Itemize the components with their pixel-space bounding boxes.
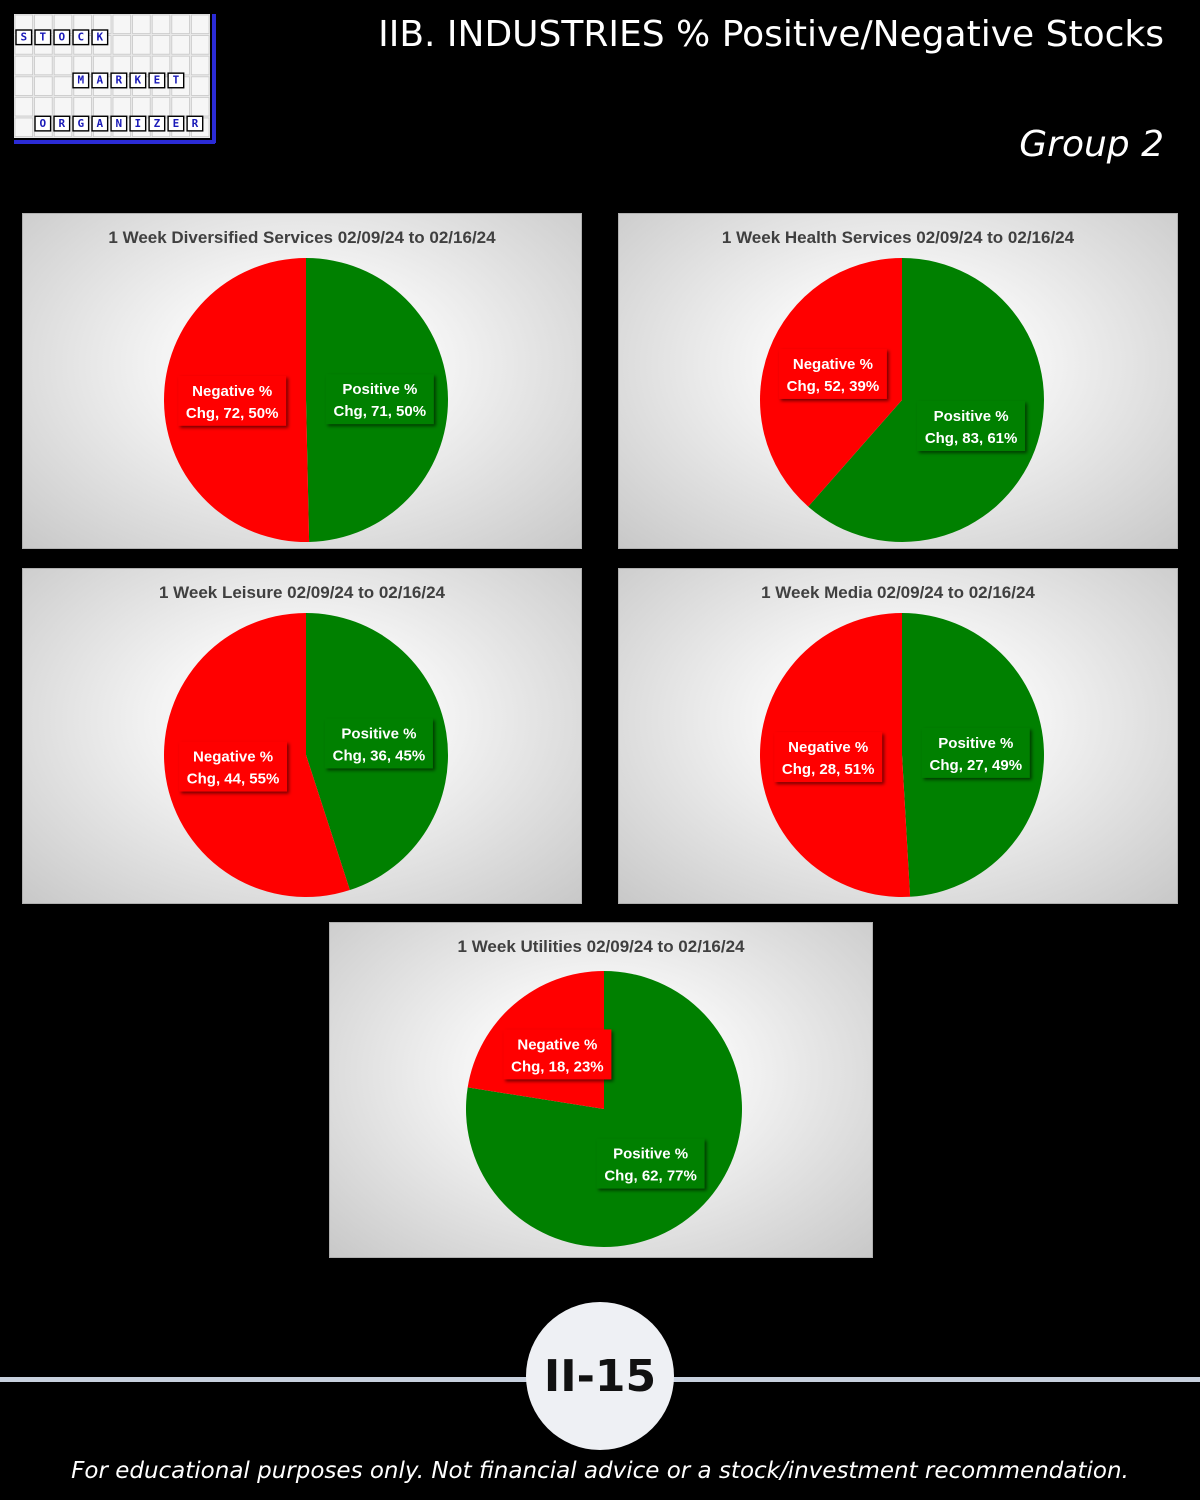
- data-label-box: [778, 348, 887, 399]
- data-label: Negative %: [517, 1036, 597, 1053]
- data-label: Chg, 36, 45%: [333, 747, 426, 764]
- data-label: Positive %: [341, 725, 416, 742]
- logo-letter: O: [39, 117, 46, 130]
- pie-chart-health-services: Positive % Chg, 83, 61% Negative % Chg, 52,…: [760, 258, 1044, 542]
- data-label: Chg, 28, 51%: [782, 761, 875, 778]
- logo-letter: R: [116, 74, 123, 87]
- data-label-box: [503, 1029, 612, 1080]
- logo-letter: I: [135, 117, 142, 130]
- logo-letter: M: [78, 74, 85, 87]
- data-label-box: [917, 401, 1026, 452]
- logo-letter: T: [39, 31, 46, 44]
- data-label: Chg, 83, 61%: [925, 430, 1018, 447]
- logo-letter: R: [192, 117, 199, 130]
- data-label: Chg, 18, 23%: [511, 1058, 604, 1075]
- data-label: Chg, 71, 50%: [334, 403, 427, 420]
- data-label-box: [325, 374, 434, 425]
- data-label-box: [921, 727, 1030, 778]
- data-label-box: [774, 732, 883, 783]
- chart-panel-leisure: 1 Week Leisure 02/09/24 to 02/16/24 Posi…: [22, 568, 582, 904]
- chart-title: 1 Week Utilities 02/09/24 to 02/16/24: [457, 937, 745, 956]
- data-label: Chg, 27, 49%: [930, 757, 1023, 774]
- logo-letter: S: [20, 31, 27, 44]
- page-number: II-15: [543, 1350, 657, 1402]
- chart-panel-diversified-services: 1 Week Diversified Services 02/09/24 to …: [22, 213, 582, 549]
- chart-panel-utilities: 1 Week Utilities 02/09/24 to 02/16/24 Po…: [329, 922, 873, 1258]
- logo-letter: O: [59, 31, 66, 44]
- chart-panel-health-services: 1 Week Health Services 02/09/24 to 02/16…: [618, 213, 1178, 549]
- stock-market-organizer-logo: S T O C KM A R K E TO R G A N I Z E R: [12, 12, 216, 144]
- logo-letter: Z: [154, 117, 161, 130]
- data-label: Chg, 52, 39%: [787, 378, 880, 395]
- page-title: IIB. INDUSTRIES % Positive/Negative Stoc…: [378, 14, 1164, 55]
- logo-letter: A: [97, 74, 104, 87]
- data-label-box: [324, 718, 433, 769]
- logo-letter: K: [97, 31, 104, 44]
- data-label-box: [596, 1138, 705, 1189]
- chart-title: 1 Week Health Services 02/09/24 to 02/16…: [721, 228, 1075, 247]
- chart-title: 1 Week Leisure 02/09/24 to 02/16/24: [158, 583, 446, 602]
- data-label-box: [179, 741, 288, 792]
- logo-letter: A: [97, 117, 104, 130]
- data-label: Positive %: [342, 381, 417, 398]
- pie-slice-positive: [808, 258, 1044, 542]
- pie-chart-utilities: Positive % Chg, 62, 77% Negative % Chg, 18,…: [466, 971, 742, 1247]
- logo-letter: T: [173, 74, 180, 87]
- chart-title: 1 Week Diversified Services 02/09/24 to …: [108, 228, 496, 247]
- data-label: Chg, 72, 50%: [186, 405, 279, 422]
- data-label: Negative %: [788, 739, 868, 756]
- data-label: Positive %: [613, 1146, 688, 1163]
- data-label: Negative %: [192, 383, 272, 400]
- logo-letter: C: [78, 31, 85, 44]
- logo-letter: N: [116, 117, 123, 130]
- data-label: Positive %: [934, 408, 1009, 425]
- pie-chart-leisure: Positive % Chg, 36, 45% Negative % Chg, 44,…: [163, 613, 448, 897]
- pie-chart-diversified-services: Positive % Chg, 71, 50% Negative % Chg, 72,…: [163, 258, 448, 542]
- logo-letter: R: [59, 117, 66, 130]
- data-label: Chg, 62, 77%: [604, 1168, 697, 1185]
- disclaimer-footer: For educational purposes only. Not finan…: [71, 1458, 1129, 1484]
- data-label: Negative %: [793, 356, 873, 373]
- logo-letter: E: [154, 74, 161, 87]
- logo-letter: K: [135, 74, 142, 87]
- data-label-box: [178, 375, 287, 426]
- logo-letter: G: [78, 117, 85, 130]
- chart-title: 1 Week Media 02/09/24 to 02/16/24: [761, 583, 1035, 602]
- page-number-badge: II-15: [526, 1302, 674, 1450]
- pie-chart-media: Positive % Chg, 27, 49% Negative % Chg, 28,…: [760, 613, 1044, 897]
- logo-letter: E: [173, 117, 180, 130]
- data-label: Negative %: [193, 749, 273, 766]
- data-label: Positive %: [938, 735, 1013, 752]
- group-label: Group 2: [1019, 124, 1164, 165]
- data-label: Chg, 44, 55%: [187, 771, 280, 788]
- chart-panel-media: 1 Week Media 02/09/24 to 02/16/24 Positi…: [618, 568, 1178, 904]
